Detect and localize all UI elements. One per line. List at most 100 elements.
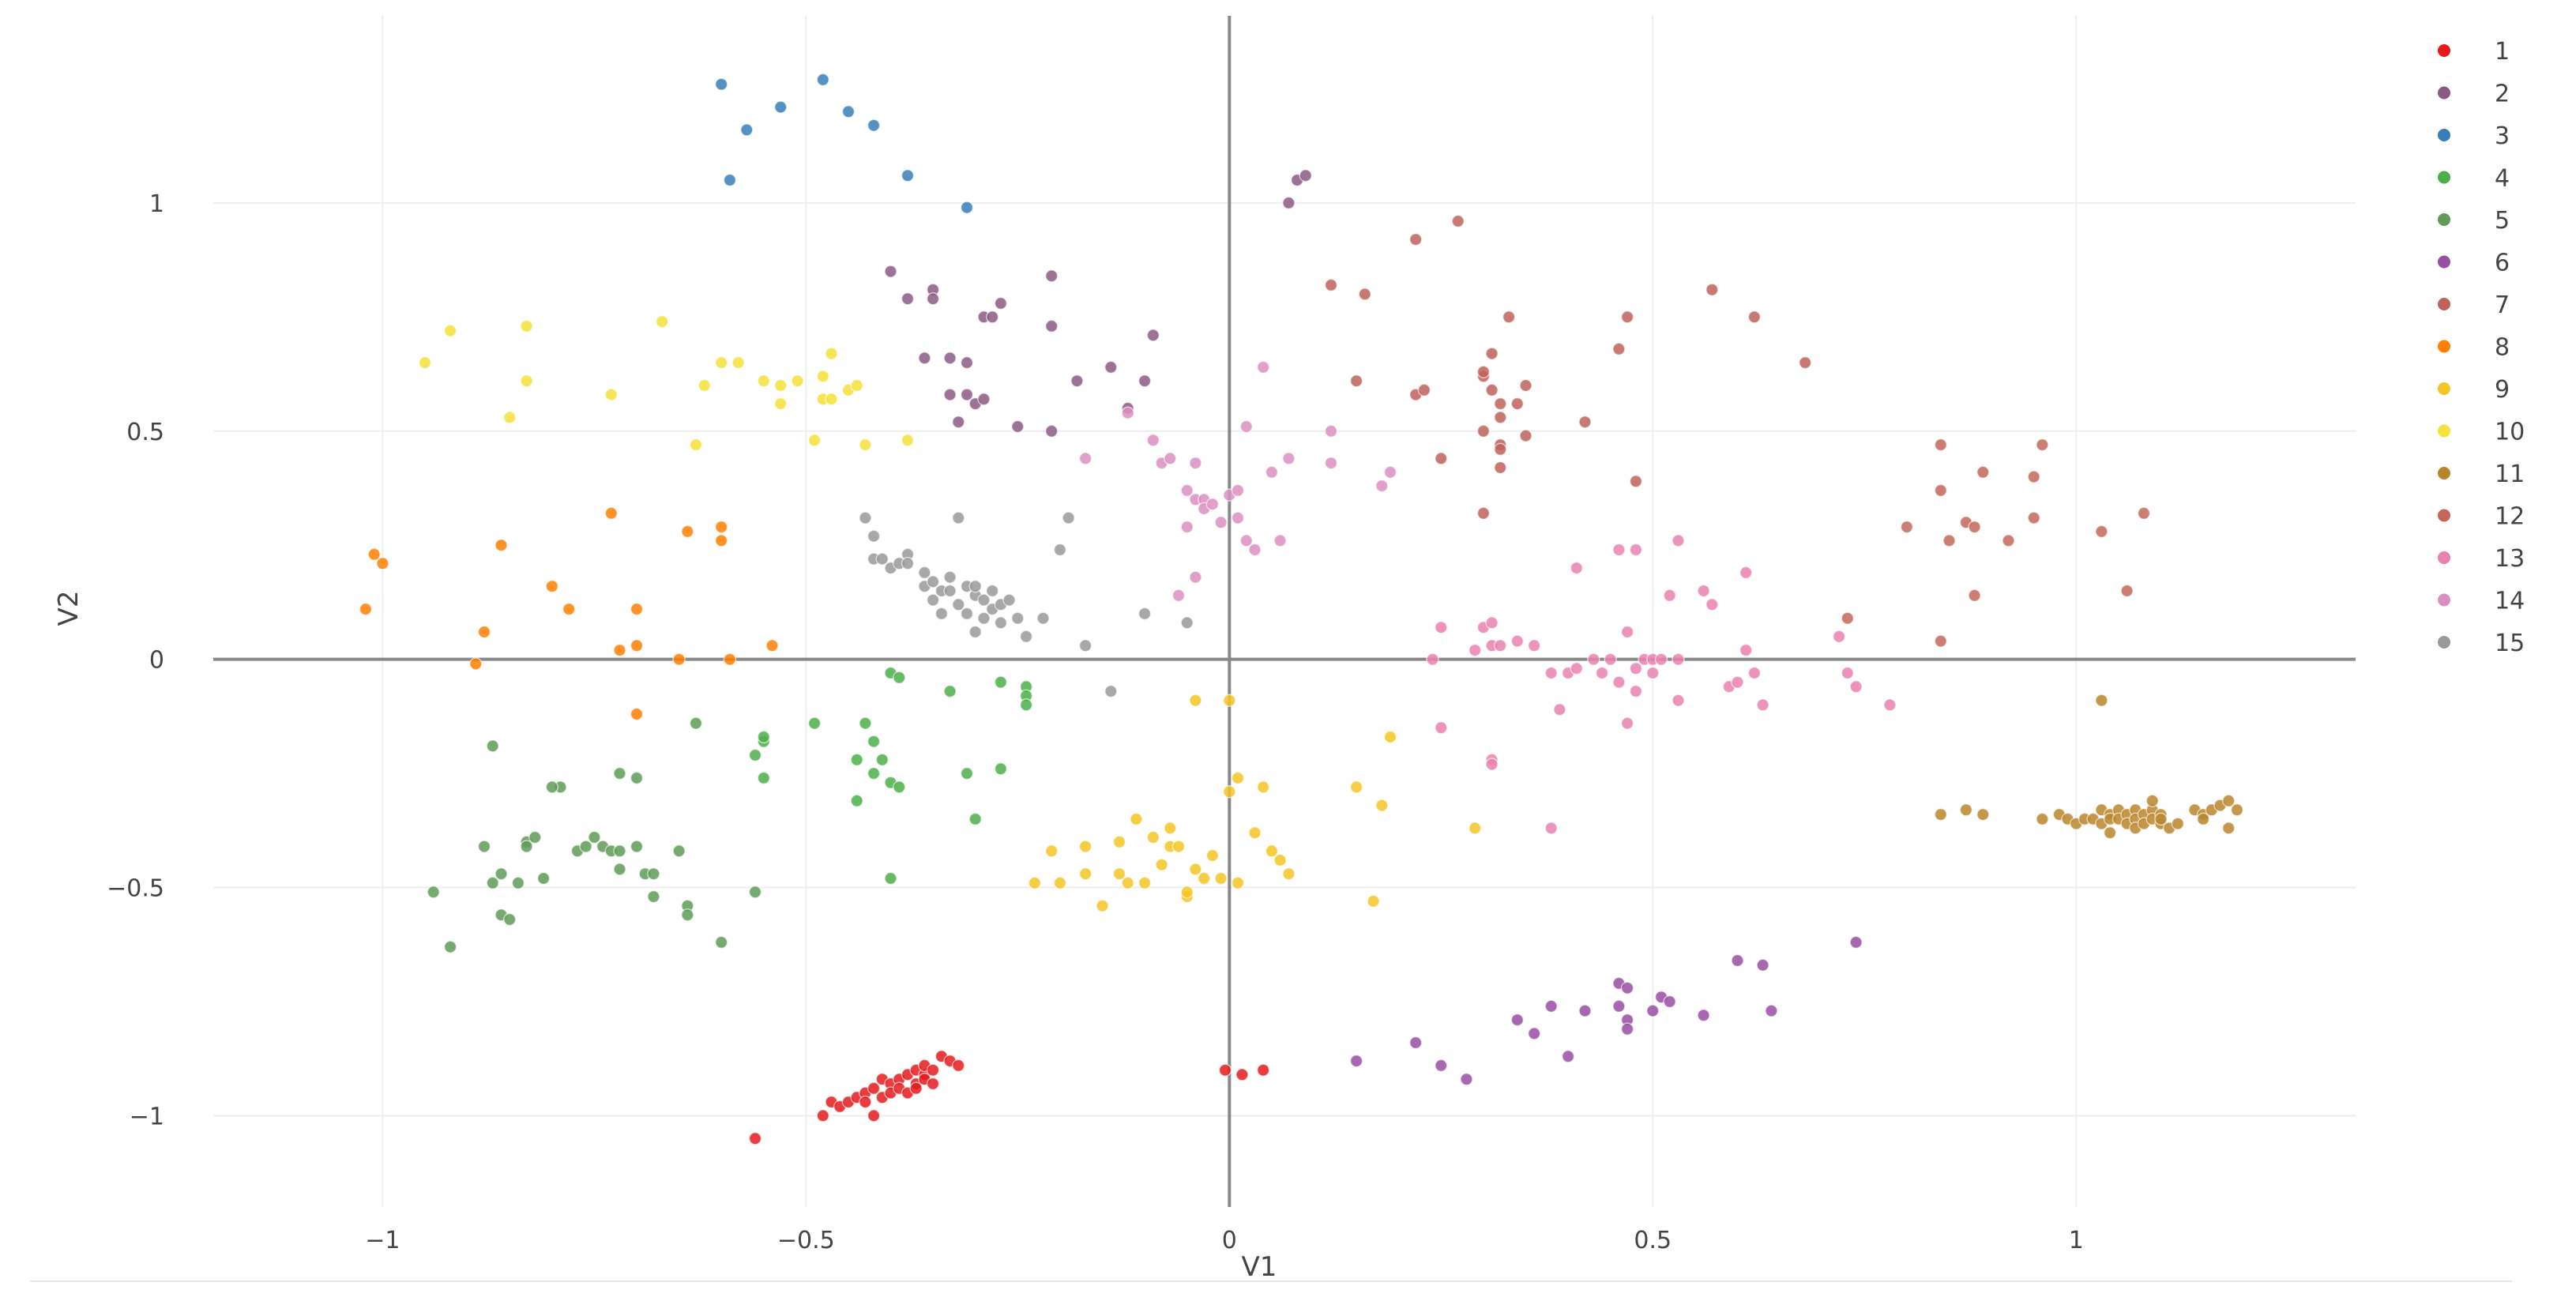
scatter-point-series-3 [723,173,737,187]
scatter-point-series-14 [1078,452,1092,465]
scatter-point-series-1 [909,1081,923,1096]
scatter-point-series-5 [536,871,551,886]
legend-marker [2438,44,2450,57]
x-tick-label: −0.5 [777,1227,835,1254]
scatter-point-series-2 [985,310,999,324]
scatter-point-series-13 [1544,822,1558,835]
scatter-point-series-10 [859,438,872,452]
scatter-point-series-15 [943,584,957,598]
scatter-point-series-4 [960,766,974,780]
scatter-point-series-7 [1485,383,1499,397]
legend-item-8[interactable]: 8 [2438,334,2510,362]
legend-item-4[interactable]: 4 [2438,165,2510,193]
legend-item-2[interactable]: 2 [2438,81,2510,108]
scatter-point-series-15 [968,625,982,639]
scatter-point-series-7 [1408,232,1423,246]
scatter-point-series-9 [1112,835,1126,849]
legend-marker [2438,298,2450,310]
scatter-point-series-12 [2027,511,2040,525]
legend-label: 7 [2495,291,2510,319]
scatter-point-series-15 [1138,607,1152,621]
scatter-point-series-2 [1299,168,1313,182]
scatter-point-series-6 [1460,1072,1473,1086]
scatter-point-series-4 [867,766,881,780]
legend-label: 6 [2495,250,2510,277]
scatter-point-series-8 [613,643,626,657]
legend-marker [2438,636,2450,649]
scatter-point-series-6 [1612,999,1626,1013]
scatter-point-series-4 [884,871,897,886]
scatter-point-series-1 [867,1109,881,1122]
scatter-point-series-9 [1078,867,1092,881]
legend-item-3[interactable]: 3 [2438,122,2510,150]
legend-item-5[interactable]: 5 [2438,207,2510,235]
legend-item-12[interactable]: 12 [2438,503,2525,531]
scatter-point-series-10 [689,438,703,452]
scatter-point-series-3 [816,73,830,87]
scatter-point-series-1 [1218,1063,1232,1077]
scatter-point-series-13 [1672,694,1685,707]
scatter-point-series-13 [1544,666,1558,680]
scatter-point-series-4 [850,794,863,808]
scatter-point-series-4 [850,753,863,767]
legend-item-11[interactable]: 11 [2438,461,2525,488]
scatter-point-series-14 [1205,497,1220,511]
scatter-point-series-10 [825,393,838,406]
scatter-point-series-10 [825,347,838,360]
scatter-point-series-5 [689,716,703,730]
y-tick-label: 0 [149,647,164,675]
scatter-point-series-5 [486,876,499,890]
scatter-point-series-15 [1036,611,1050,625]
y-tick-label: 0.5 [126,419,164,446]
scatter-point-series-5 [681,908,694,922]
scatter-point-series-12 [1934,438,1948,452]
legend-item-6[interactable]: 6 [2438,250,2510,277]
legend-item-9[interactable]: 9 [2438,376,2510,404]
scatter-point-series-7 [1612,342,1626,356]
legend-item-13[interactable]: 13 [2438,545,2525,573]
scatter-point-series-15 [926,593,940,607]
legend-label: 13 [2495,545,2525,573]
scatter-point-series-5 [495,867,508,881]
legend-item-15[interactable]: 15 [2438,630,2525,657]
scatter-point-series-14 [1324,424,1338,438]
legend-item-1[interactable]: 1 [2438,38,2510,66]
scatter-point-series-5 [520,840,533,853]
scatter-point-series-5 [545,780,559,794]
scatter-point-series-7 [1705,283,1719,296]
scatter-point-series-1 [952,1058,965,1073]
scatter-point-series-12 [1968,588,1981,603]
scatter-point-series-7 [1485,347,1499,360]
scatter-point-series-11 [1976,807,1990,822]
scatter-point-series-2 [1104,360,1118,374]
legend-label: 11 [2495,461,2525,488]
scatter-point-series-10 [443,324,457,337]
scatter-point-series-9 [1078,840,1092,853]
scatter-point-series-15 [867,529,881,543]
scatter-point-series-10 [520,374,533,388]
scatter-point-series-6 [1510,1013,1525,1027]
scatter-point-series-2 [943,352,957,365]
scatter-point-series-10 [731,355,745,370]
scatter-point-series-13 [1510,634,1525,648]
scatter-point-series-4 [757,730,771,744]
scatter-point-series-13 [1485,616,1499,630]
scatter-point-series-8 [681,525,694,539]
scatter-point-series-7 [1358,288,1372,301]
legend-item-7[interactable]: 7 [2438,291,2510,319]
scatter-point-series-2 [1138,374,1152,388]
y-tick-label: 1 [149,190,164,218]
legend-item-10[interactable]: 10 [2438,419,2525,446]
scatter-point-series-9 [1223,784,1236,799]
scatter-point-series-2 [901,291,915,306]
scatter-point-series-5 [613,766,626,780]
legend-label: 14 [2495,588,2525,615]
legend-item-14[interactable]: 14 [2438,588,2525,615]
legend-marker [2438,382,2450,395]
legend-marker [2438,340,2450,353]
scatter-point-series-6 [1849,935,1863,949]
scatter-point-series-9 [1256,780,1270,794]
scatter-point-series-15 [1002,593,1016,607]
scatter-point-series-13 [1672,534,1685,547]
scatter-point-series-9 [1248,825,1262,840]
